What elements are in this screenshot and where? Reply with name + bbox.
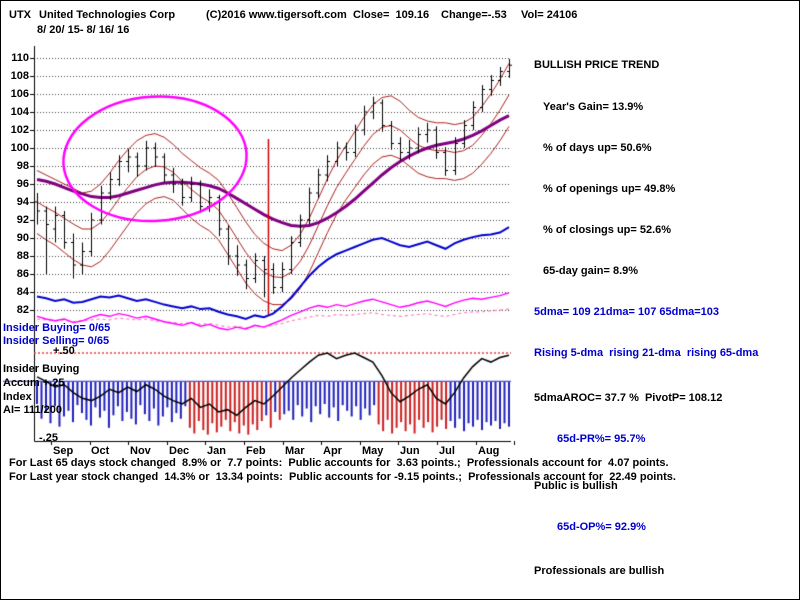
month-label: Oct [91,445,110,457]
insider-buying-count: Insider Buying= 0/65 [3,322,111,334]
days-up: % of days up= 50.6% [543,141,652,154]
month-label: Jun [400,445,420,457]
month-label: Aug [478,445,500,457]
y-axis-label: 90 [16,232,29,244]
years-gain: Year's Gain= 13.9% [543,100,644,113]
month-label: Apr [323,445,342,457]
gain-65day: 65-day gain= 8.9% [543,264,639,277]
insider-selling-count: Insider Selling= 0/65 [3,335,110,347]
public-status: Public is bullish [534,479,618,492]
rising-dmas: Rising 5-dma rising 21-dma rising 65-dma [534,347,759,360]
openings-up: % of openings up= 49.8% [543,182,676,195]
accum-label: Accum +.25 [3,377,65,389]
closings-up: % of closings up= 52.6% [543,223,672,236]
y-axis-label: 110 [11,52,29,64]
month-label: Nov [130,445,151,457]
y-axis-label: 102 [10,124,29,136]
month-label: Sep [53,445,74,457]
y-axis-label: 108 [10,70,29,82]
month-label: Jan [207,445,226,457]
month-label: Mar [285,445,305,457]
close-value: Close= 109.16 [353,9,430,21]
date-range: 8/ 20/ 15- 8/ 16/ 16 [37,24,130,36]
copyright-text: (C)2016 www.tigersoft.com [206,9,347,21]
insider-buying-label: Insider Buying [3,363,80,375]
y-axis-label: 104 [10,106,29,118]
change-value: Change=-.53 [441,9,507,21]
y-axis-label: 84 [16,286,29,298]
dma-values: 5dma= 109 21dma= 107 65dma=103 [534,306,719,319]
prof-status: Professionals are bullish [534,564,665,577]
footer-65day-summary: For Last 65 days stock changed 8.9% or 7… [9,457,669,469]
y-axis-label: 92 [16,214,29,226]
trend-title: BULLISH PRICE TREND [534,59,660,72]
op65-value: 65d-OP%= 92.9% [557,520,646,533]
y-axis-label: 100 [10,142,29,154]
y-axis-label: 106 [10,88,29,100]
month-label: Dec [169,445,190,457]
y-axis-label: 88 [16,250,29,262]
analysis-panel: BULLISH PRICE TREND Year's Gain= 13.9% %… [534,32,796,599]
minus25-label: -.25 [39,432,58,444]
footer-year-summary: For Last year stock changed 14.3% or 13.… [9,471,676,483]
pr65-value: 65d-PR%= 95.7% [557,433,646,446]
month-label: Feb [246,445,266,457]
ticker-symbol: UTX [9,9,31,21]
y-axis-label: 98 [16,160,29,172]
plus50-label: +.50 [53,345,75,357]
aroc-pivot: 5dmaAROC= 37.7 % PivotP= 108.12 [534,392,723,405]
y-axis-label: 86 [16,268,29,280]
y-axis-label: 94 [16,196,29,208]
month-label: May [362,445,384,457]
month-label: Jul [439,445,455,457]
company-name: United Technologies Corp [39,9,176,21]
y-axis-label: 82 [16,304,29,316]
y-axis-label: 96 [16,178,29,190]
index-label: Index [3,391,32,403]
volume-value: Vol= 24106 [521,9,578,21]
ai-value: AI= 111/200 [3,404,63,416]
